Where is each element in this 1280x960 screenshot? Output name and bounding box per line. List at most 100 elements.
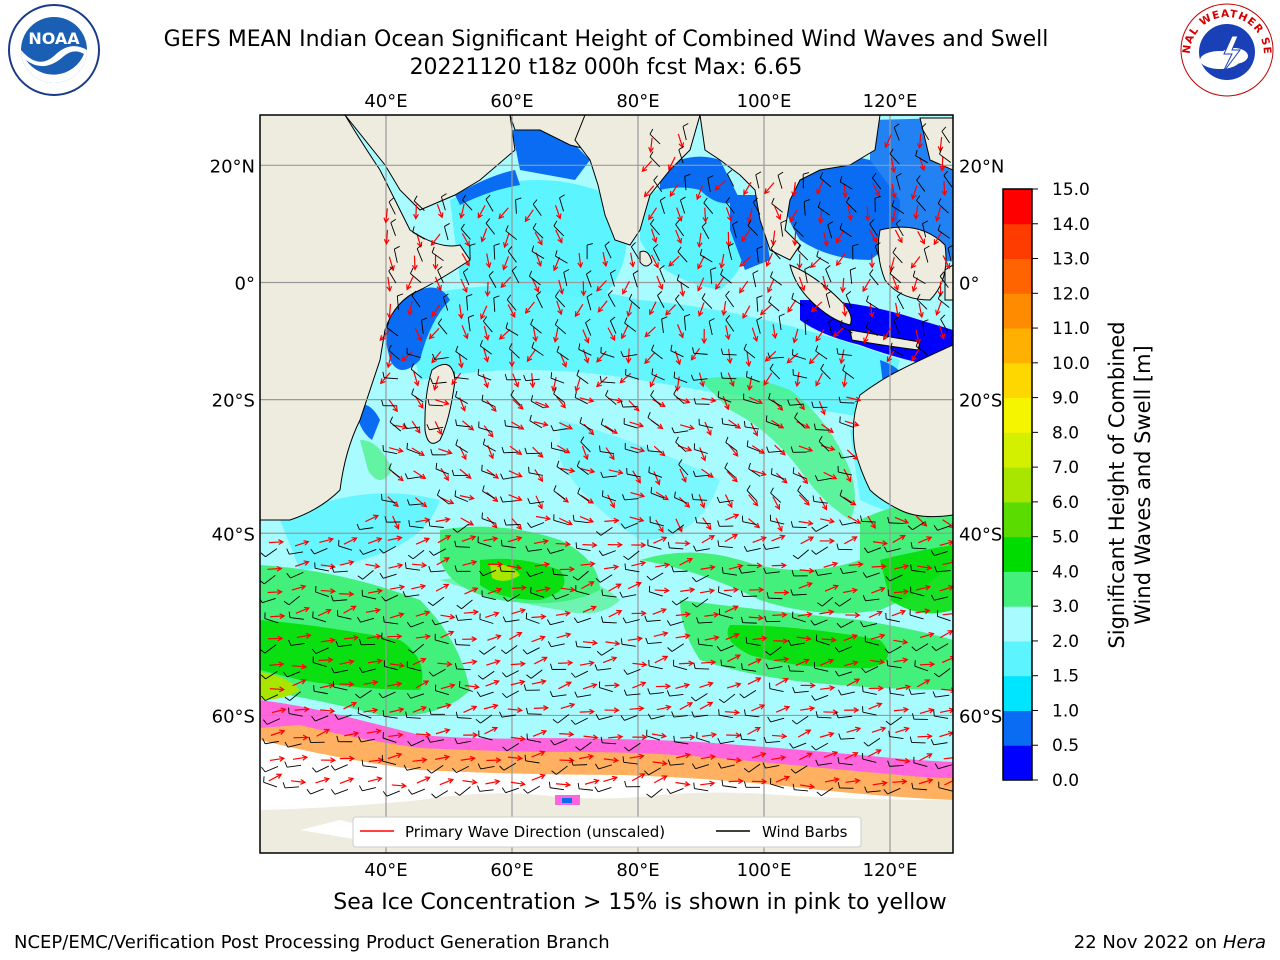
- wave-arrow-head: [710, 732, 718, 738]
- wave-direction-arrow: [556, 445, 570, 454]
- wind-barb-flag: [507, 246, 513, 252]
- wave-arrow-head: [278, 539, 285, 545]
- wave-direction-arrow: [413, 470, 426, 479]
- wind-barb-flag: [815, 759, 819, 766]
- wave-direction-arrow: [581, 581, 594, 590]
- wave-direction-arrow: [415, 537, 430, 545]
- wave-direction-arrow: [725, 325, 730, 340]
- wave-direction-arrow: [295, 607, 310, 614]
- wind-barb: [816, 256, 830, 264]
- wave-direction-arrow: [641, 160, 653, 172]
- wind-barb-flag: [707, 175, 714, 179]
- wind-barb-flag: [667, 541, 670, 548]
- wave-direction-arrow: [883, 327, 892, 340]
- wind-barb-flag: [525, 612, 528, 619]
- wave-direction-arrow: [415, 518, 430, 523]
- wind-barb: [745, 426, 760, 430]
- wind-barb-flag: [661, 316, 668, 320]
- wind-barb: [362, 765, 377, 768]
- wind-barb: [765, 765, 780, 769]
- wave-direction-arrow: [699, 447, 706, 461]
- wave-direction-arrow: [414, 395, 424, 409]
- wave-arrow-head: [899, 534, 906, 541]
- wind-barb: [794, 690, 809, 694]
- wave-direction-arrow: [871, 727, 886, 733]
- svg-text:Significant Height of Combined: Significant Height of Combined: [1105, 321, 1129, 648]
- wind-barb-flag: [623, 689, 627, 696]
- wave-direction-arrow: [698, 302, 705, 316]
- wind-barb: [673, 570, 688, 573]
- wind-barb-flag: [747, 220, 752, 226]
- wave-arrow-head: [779, 534, 786, 541]
- wave-direction-arrow: [728, 419, 741, 429]
- wave-direction-arrow: [764, 182, 775, 194]
- wave-arrow-head: [279, 613, 286, 620]
- wave-arrow-head: [431, 311, 437, 318]
- wave-direction-arrow: [868, 229, 877, 243]
- wave-direction-arrow: [835, 230, 845, 244]
- wave-arrow-head: [689, 734, 696, 741]
- wave-direction-arrow: [884, 134, 892, 148]
- wave-arrow-head: [871, 236, 878, 243]
- wind-barb-flag: [477, 368, 480, 375]
- wave-direction-arrow: [389, 663, 404, 667]
- wind-barb: [384, 666, 399, 671]
- graticule: [260, 115, 953, 853]
- wave-arrow-head: [588, 429, 595, 436]
- wave-direction-arrow: [725, 514, 739, 521]
- wind-barb: [747, 446, 761, 453]
- wave-direction-arrow: [679, 468, 687, 483]
- wind-barb-flag: [716, 645, 722, 652]
- wind-barb-flag: [479, 340, 483, 346]
- wind-barb-flag: [386, 321, 390, 328]
- wind-barb-flag: [428, 566, 432, 572]
- wind-barb-flag: [911, 646, 917, 652]
- wind-barb: [482, 321, 493, 333]
- wave-direction-arrow: [752, 536, 766, 543]
- wave-direction-arrow: [810, 257, 822, 268]
- wind-barb-flag: [893, 316, 899, 321]
- wind-barb: [577, 493, 590, 502]
- wind-barb: [289, 617, 304, 620]
- wave-arrow-head: [810, 306, 817, 313]
- wind-barb-flag: [601, 616, 604, 623]
- wave-arrow-head: [649, 309, 655, 316]
- wind-barb: [868, 737, 881, 747]
- wind-barb-flag: [407, 740, 412, 747]
- wind-barb: [479, 789, 494, 792]
- wave-direction-arrow: [941, 156, 944, 171]
- wind-barb: [792, 593, 807, 596]
- wind-barb-flag: [381, 596, 386, 602]
- wave-direction-arrow: [848, 563, 863, 567]
- wind-barb: [609, 320, 617, 334]
- wind-barb: [839, 228, 852, 238]
- wave-arrow-head: [639, 560, 647, 567]
- wind-barb-flag: [604, 241, 610, 246]
- colorbar-tick-label: 9.0: [1052, 389, 1079, 409]
- wind-barb-flag: [717, 520, 720, 527]
- wave-arrow-head: [565, 681, 572, 687]
- wind-barb: [576, 646, 591, 649]
- wave-direction-arrow: [462, 780, 477, 784]
- wind-barb: [913, 276, 926, 285]
- lon-tick-label-top: 120°E: [863, 91, 918, 112]
- wind-barb: [916, 200, 927, 212]
- wind-barb: [598, 764, 613, 770]
- wind-barb: [388, 468, 401, 478]
- wave-arrow-head: [733, 633, 740, 639]
- wind-barb-flag: [576, 460, 580, 467]
- wave-direction-arrow: [752, 752, 766, 759]
- wind-barb: [863, 623, 878, 628]
- wind-barb: [462, 199, 473, 211]
- wave-arrow-head: [832, 561, 839, 568]
- wind-barb-flag: [837, 782, 840, 789]
- wave-direction-arrow: [748, 494, 758, 506]
- wind-barb: [437, 494, 449, 505]
- wave-arrow-head: [524, 307, 531, 314]
- wave-direction-arrow: [644, 326, 656, 338]
- wave-direction-arrow: [339, 660, 354, 665]
- wave-direction-arrow: [891, 183, 896, 198]
- wave-direction-arrow: [767, 278, 775, 293]
- wave-arrow-head: [379, 378, 386, 385]
- wave-arrow-head: [876, 702, 883, 708]
